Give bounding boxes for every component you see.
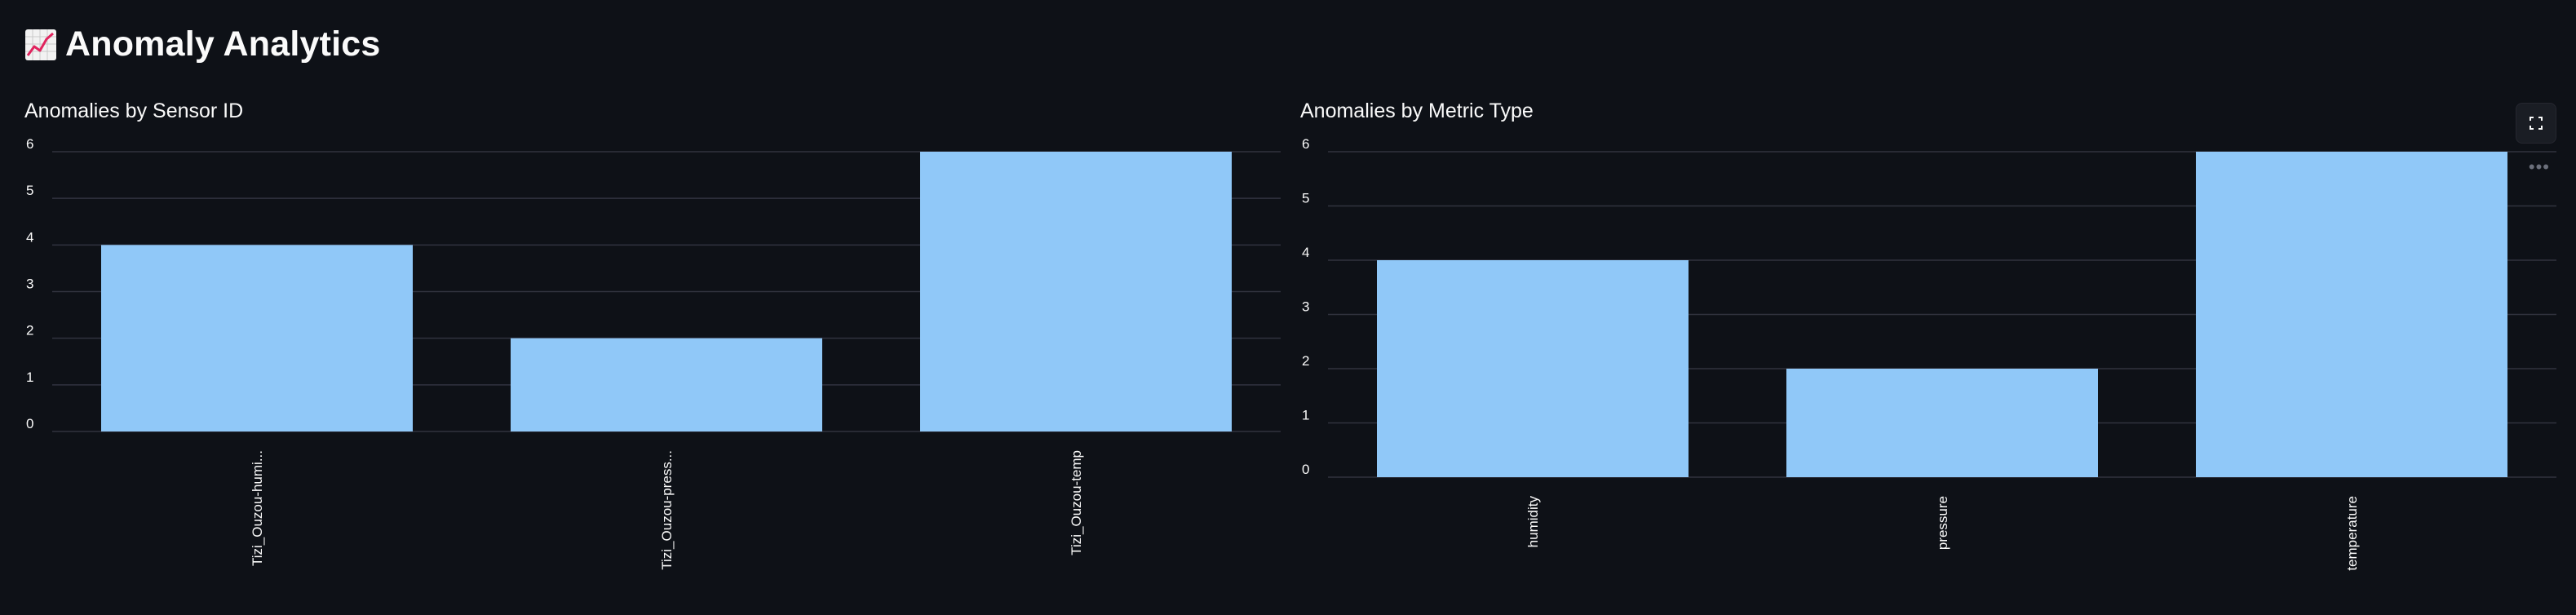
page-title: Anomaly Analytics — [24, 24, 381, 64]
y-tick-label: 1 — [26, 369, 33, 385]
y-tick-label: 6 — [26, 136, 33, 152]
chart-plot: 0 1 2 3 4 5 6 Tizi_Ouzou-humi... Tizi_Ouzou-pres… — [26, 136, 1281, 570]
bar[interactable] — [1377, 260, 1689, 477]
chart-increasing-icon — [25, 29, 56, 60]
bar[interactable] — [101, 245, 413, 431]
x-tick-label: Tizi_Ouzou-temp — [1069, 450, 1084, 555]
y-tick-label: 3 — [26, 277, 33, 292]
chart-anomalies-by-metric: Anomalies by Metric Type ••• 0 1 2 3 4 5 6 humi… — [1300, 95, 2556, 608]
chart-plot: 0 1 2 3 4 5 6 humidity pressure temperature — [1302, 136, 2556, 571]
x-tick-label: pressure — [1935, 496, 1950, 550]
bar[interactable] — [2196, 152, 2507, 477]
y-tick-label: 1 — [1302, 408, 1309, 423]
y-tick-label: 4 — [26, 229, 33, 245]
bar[interactable] — [1786, 369, 2098, 477]
y-tick-label: 2 — [1302, 353, 1309, 369]
y-tick-label: 2 — [26, 323, 33, 338]
y-tick-label: 0 — [1302, 462, 1309, 477]
y-tick-label: 5 — [26, 183, 33, 198]
y-tick-label: 6 — [1302, 136, 1309, 152]
chart-title: Anomalies by Sensor ID — [24, 100, 244, 122]
x-tick-label: humidity — [1525, 496, 1541, 548]
x-tick-label: Tizi_Ouzou-humi... — [250, 450, 265, 566]
bar[interactable] — [511, 338, 822, 431]
more-options-icon[interactable]: ••• — [2528, 157, 2550, 177]
fullscreen-button[interactable] — [2516, 103, 2556, 144]
y-tick-label: 3 — [1302, 299, 1309, 315]
y-tick-label: 4 — [1302, 245, 1309, 260]
bar[interactable] — [920, 152, 1232, 431]
chart-anomalies-by-sensor: Anomalies by Sensor ID 0 1 2 3 4 5 6 Tizi_Ouzou… — [24, 95, 1281, 608]
chart-title: Anomalies by Metric Type — [1300, 100, 1534, 122]
x-tick-label: Tizi_Ouzou-press... — [659, 450, 675, 570]
page-title-text: Anomaly Analytics — [65, 24, 381, 64]
y-tick-label: 5 — [1302, 191, 1309, 206]
x-tick-label: temperature — [2344, 496, 2360, 571]
y-tick-label: 0 — [26, 416, 33, 431]
fullscreen-icon — [2530, 117, 2543, 130]
